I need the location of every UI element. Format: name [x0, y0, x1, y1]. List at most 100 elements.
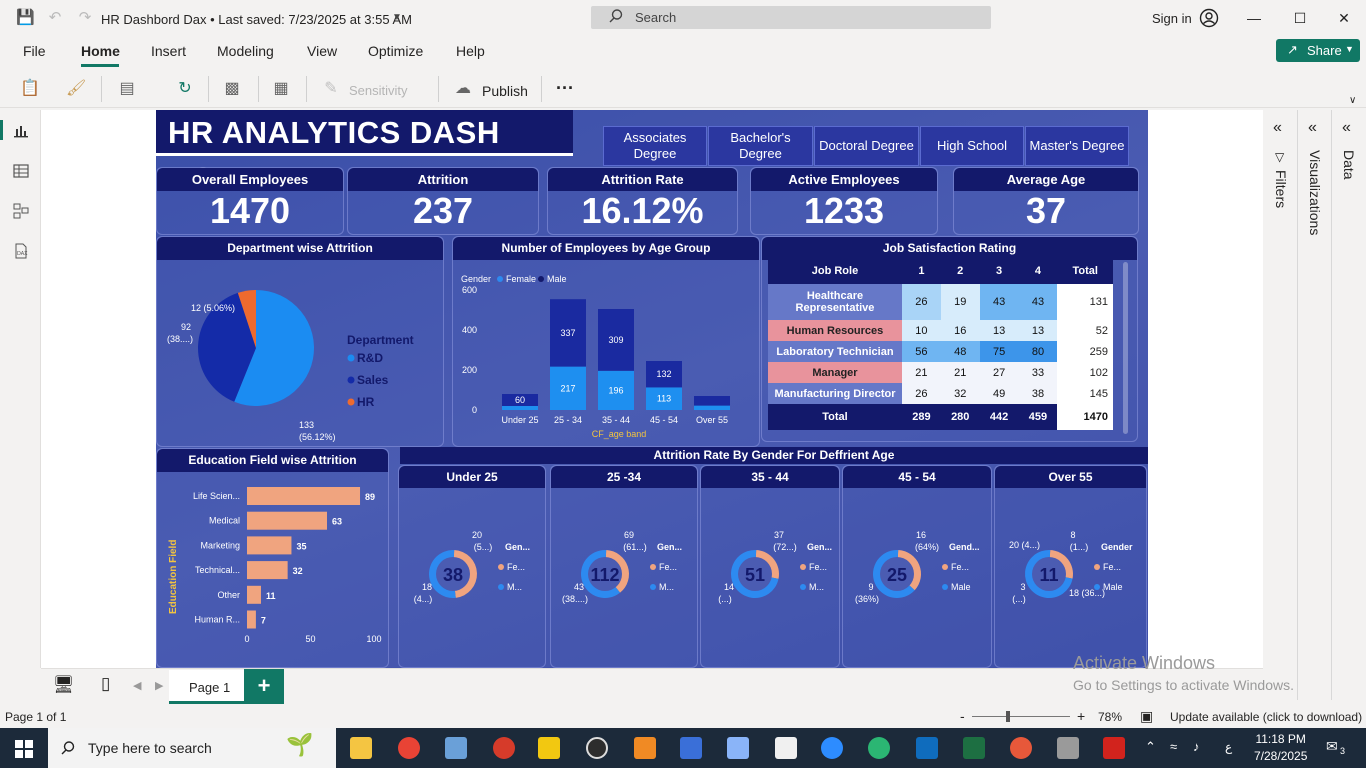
kpi-card-average-age[interactable]: Average Age 37 [953, 167, 1139, 235]
publish-button[interactable]: Publish [482, 83, 528, 99]
undo-icon[interactable]: ↶ [48, 9, 62, 26]
mobile-layout-icon[interactable]: ▯ [101, 674, 111, 693]
chrome-icon[interactable] [398, 737, 420, 759]
language-indicator[interactable]: ع [1225, 740, 1233, 754]
zoom-out-button[interactable]: - [960, 708, 965, 724]
media-player-icon[interactable] [586, 737, 608, 759]
get-data-icon[interactable]: ▤ [119, 80, 135, 97]
slicer-option[interactable]: Doctoral Degree [814, 126, 919, 166]
share-dropdown-icon[interactable]: ▼ [1345, 44, 1354, 54]
slicer-option[interactable]: Bachelor's Degree [708, 126, 813, 166]
matrix-row[interactable]: Laboratory Technician 56 48 75 80 259 [768, 341, 1113, 362]
menu-help[interactable]: Help [456, 43, 485, 59]
matrix-row[interactable]: Manager 21 21 27 33 102 [768, 362, 1113, 383]
expand-filters-icon[interactable]: « [1273, 119, 1282, 136]
model-view-icon[interactable] [12, 202, 30, 220]
app-icon[interactable] [1010, 737, 1032, 759]
desktop-layout-icon[interactable]: 🖥 [53, 675, 75, 694]
expand-data-icon[interactable]: « [1342, 119, 1351, 136]
zoom-slider-thumb[interactable] [1006, 711, 1010, 722]
document-icon[interactable] [775, 737, 797, 759]
new-visual-icon[interactable]: ▩ [224, 80, 240, 97]
vlc-icon[interactable] [634, 737, 656, 759]
sign-in-link[interactable]: Sign in [1152, 11, 1192, 26]
user-avatar-icon[interactable] [1199, 8, 1219, 28]
menu-view[interactable]: View [307, 43, 338, 59]
collapse-ribbon-icon[interactable]: ∨ [1349, 95, 1357, 106]
gender-donut-card[interactable]: 25 -34 112 69 (61...) 43 (38....) Gen... Fe... M… [550, 465, 698, 668]
show-hidden-icons[interactable]: ⌃ [1145, 739, 1156, 754]
matrix-column-header[interactable]: 1 [901, 258, 941, 284]
expand-visualizations-icon[interactable]: « [1308, 119, 1317, 136]
calculator-icon[interactable]: ▦ [273, 80, 289, 97]
menu-home[interactable]: Home [81, 43, 120, 59]
gender-donut-card[interactable]: Over 55 11 8 (1...) 3 (...) Gender Fe... Male 20 … [994, 465, 1147, 668]
app-icon[interactable] [680, 737, 702, 759]
report-view-icon[interactable] [12, 122, 30, 140]
menu-optimize[interactable]: Optimize [368, 43, 424, 59]
publish-icon[interactable]: ☁ [455, 80, 471, 97]
file-explorer-icon[interactable] [350, 737, 372, 759]
app-icon[interactable] [445, 737, 467, 759]
redo-icon[interactable]: ↷ [78, 9, 92, 26]
paste-icon[interactable]: 📋 [20, 80, 40, 97]
app-icon[interactable] [493, 737, 515, 759]
volume-icon[interactable]: ♪ [1193, 739, 1200, 754]
education-attrition-card[interactable]: Education Field wise Attrition 89 Life Sc… [156, 448, 389, 668]
add-page-button[interactable]: + [244, 669, 284, 704]
prev-page-icon[interactable]: ◀ [133, 680, 142, 692]
maximize-icon[interactable]: ☐ [1293, 10, 1307, 26]
matrix-column-header[interactable]: 4 [1018, 258, 1058, 284]
edge-icon[interactable] [868, 737, 890, 759]
taskbar-clock[interactable]: 11:18 PM 7/28/2025 [1254, 731, 1307, 765]
matrix-column-header[interactable]: 3 [979, 258, 1019, 284]
slicer-option[interactable]: Master's Degree [1025, 126, 1129, 166]
zoom-slider[interactable] [972, 716, 1070, 717]
department-attrition-card[interactable]: Department wise Attrition 133 (56.12%) 92 (… [156, 236, 444, 447]
taskbar-search[interactable]: Type here to search 🌱 [48, 728, 336, 768]
menu-insert[interactable]: Insert [151, 43, 187, 59]
minimize-icon[interactable]: — [1247, 10, 1261, 26]
share-button[interactable]: ↗ Share ▼ [1276, 39, 1360, 62]
matrix-column-header[interactable]: Job Role [768, 258, 902, 284]
gender-donut-card[interactable]: 45 - 54 25 16 (64%) 9 (36%) Gend... Fe... Male [842, 465, 992, 668]
excel-icon[interactable] [963, 737, 985, 759]
menu-modeling[interactable]: Modeling [217, 43, 274, 59]
power-bi-icon[interactable] [538, 737, 560, 759]
filters-pane-label[interactable]: Filters [1273, 170, 1289, 209]
app-icon[interactable] [727, 737, 749, 759]
format-painter-icon[interactable]: 🖌 [66, 80, 87, 97]
save-icon[interactable]: 💾 [16, 9, 35, 26]
more-options-icon[interactable]: ··· [556, 78, 574, 98]
zoom-in-button[interactable]: + [1077, 708, 1086, 724]
matrix-column-header[interactable]: Total [1057, 258, 1113, 284]
wifi-icon[interactable]: ≈ [1170, 739, 1178, 754]
table-view-icon[interactable] [12, 162, 30, 180]
fit-page-icon[interactable]: ▣ [1140, 708, 1154, 724]
refresh-icon[interactable]: ↻ [178, 80, 192, 97]
windows-start-icon[interactable] [15, 740, 33, 758]
gender-donut-card[interactable]: Under 25 38 20 (5...) 18 (4...) Gen... Fe... M..… [398, 465, 546, 668]
matrix-scrollbar[interactable] [1123, 262, 1128, 434]
kpi-card-attrition-rate[interactable]: Attrition Rate 16.12% [547, 167, 738, 235]
document-title[interactable]: HR Dashbord Dax • Last saved: 7/23/2025 … [101, 12, 412, 27]
calculator-icon[interactable] [1057, 737, 1079, 759]
search-input[interactable]: Search [591, 6, 991, 29]
matrix-row[interactable]: Manufacturing Director 26 32 49 38 145 [768, 383, 1113, 404]
kpi-card-overall[interactable]: Overall Employees 1470 [156, 167, 344, 235]
slicer-option[interactable]: High School [920, 126, 1024, 166]
dax-query-icon[interactable]: DAX [12, 242, 30, 260]
gender-donut-card[interactable]: 35 - 44 51 37 (72...) 14 (...) Gen... Fe... M... [700, 465, 840, 668]
update-notice[interactable]: Update available (click to download) [1170, 710, 1363, 724]
age-group-card[interactable]: Number of Employees by Age Group Gender F… [452, 236, 760, 447]
next-page-icon[interactable]: ▶ [155, 680, 164, 692]
menu-file[interactable]: File [23, 43, 46, 59]
acrobat-icon[interactable] [1103, 737, 1125, 759]
close-icon[interactable]: ✕ [1338, 10, 1350, 26]
kpi-card-active[interactable]: Active Employees 1233 [750, 167, 938, 235]
data-pane-label[interactable]: Data [1341, 150, 1357, 180]
slicer-option[interactable]: Associates Degree [603, 126, 707, 166]
zoom-icon[interactable] [821, 737, 843, 759]
kpi-card-attrition[interactable]: Attrition 237 [347, 167, 539, 235]
zoom-level[interactable]: 78% [1098, 710, 1123, 724]
